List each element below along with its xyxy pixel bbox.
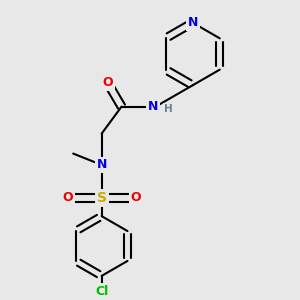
Text: S: S — [97, 190, 106, 205]
Text: N: N — [148, 100, 159, 113]
Text: Cl: Cl — [95, 285, 108, 298]
Text: O: O — [102, 76, 112, 89]
Text: N: N — [97, 158, 107, 171]
Text: O: O — [130, 191, 141, 204]
Text: H: H — [164, 104, 173, 115]
Text: N: N — [188, 16, 198, 29]
Text: O: O — [62, 191, 73, 204]
